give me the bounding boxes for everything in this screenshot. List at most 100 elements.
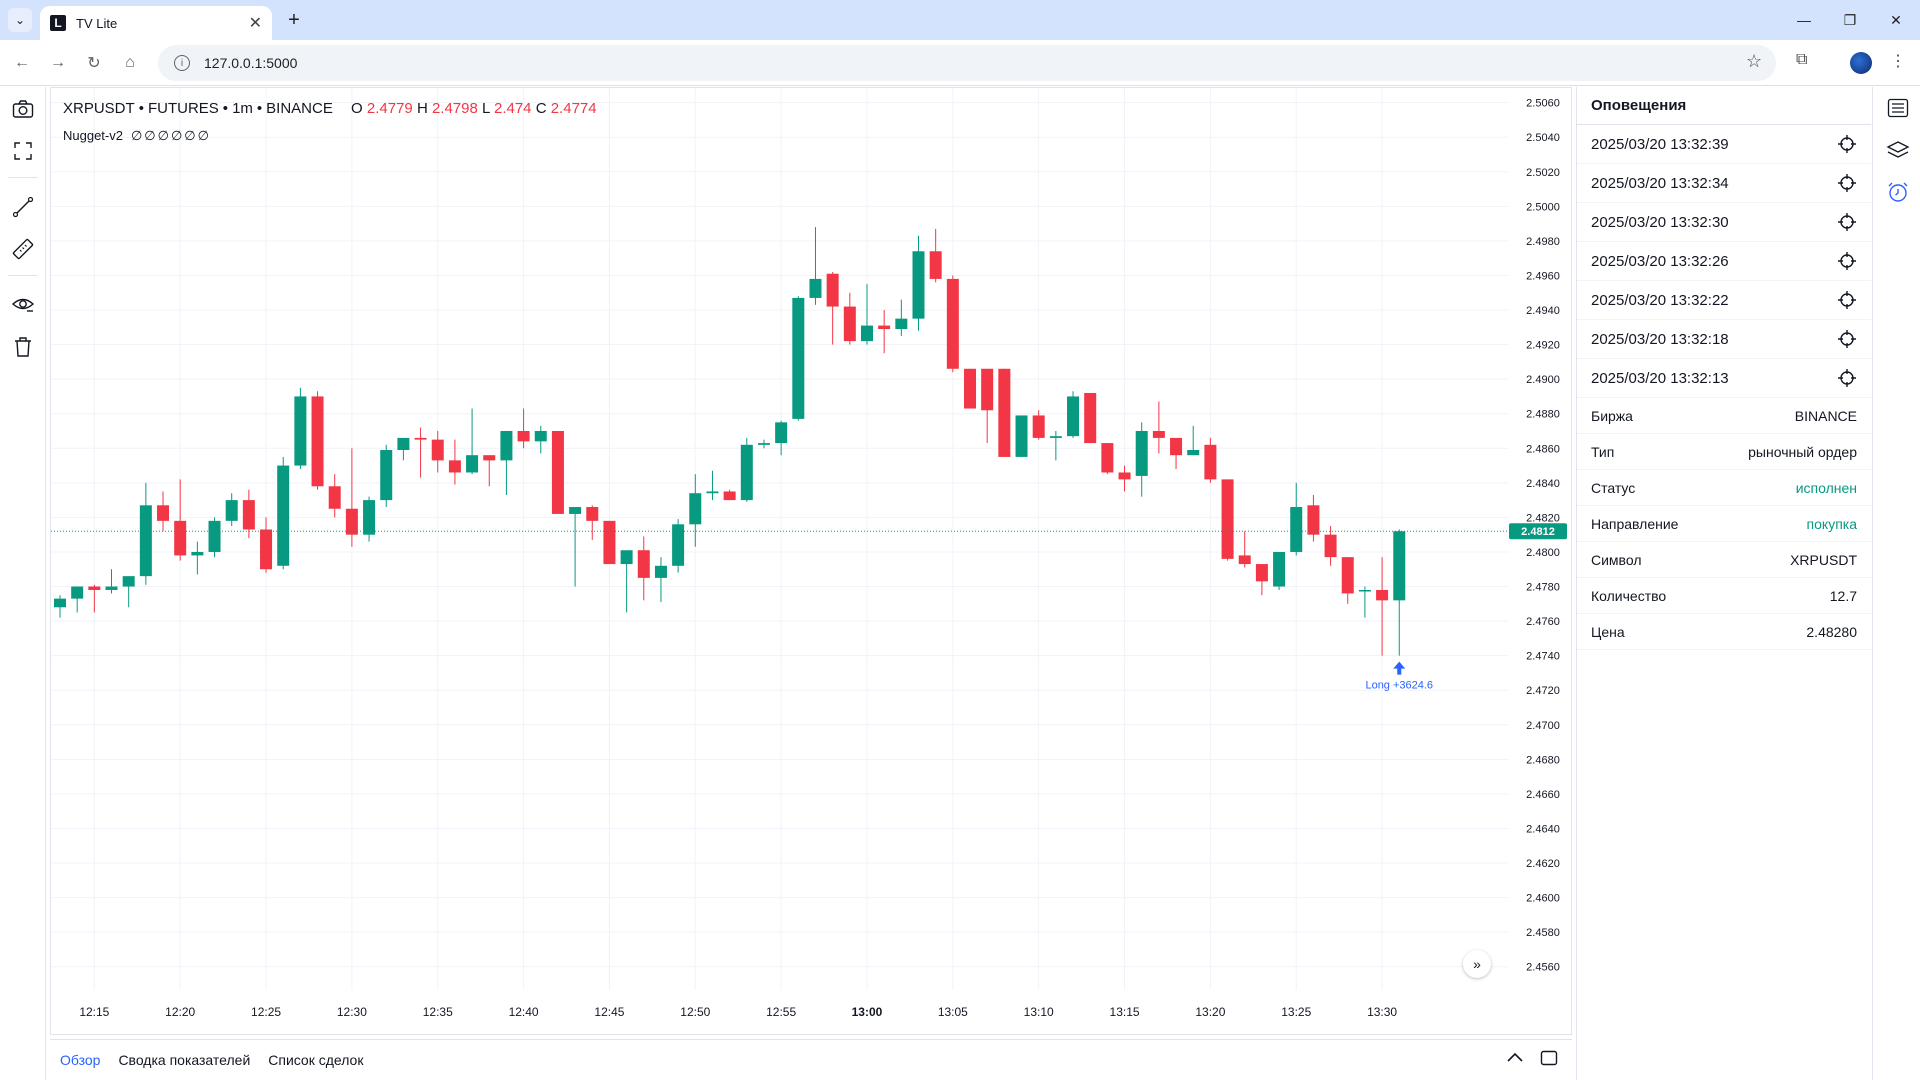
y-tick-label: 2.4640 [1526, 823, 1560, 835]
trash-icon[interactable] [9, 333, 37, 361]
layers-icon[interactable] [1885, 137, 1911, 163]
alarm-clock-icon[interactable] [1885, 179, 1911, 205]
x-tick-label: 12:40 [509, 1005, 539, 1019]
crosshair-target-icon[interactable] [1837, 329, 1857, 349]
candle-body [1376, 589, 1389, 601]
candle-body [586, 507, 599, 521]
bookmark-star-icon[interactable]: ☆ [1746, 51, 1763, 71]
profile-avatar[interactable] [1850, 52, 1872, 74]
crosshair-target-icon[interactable] [1837, 173, 1857, 193]
alert-item[interactable]: 2025/03/20 13:32:22 [1577, 281, 1871, 320]
extensions-icon[interactable]: ⧉ [1796, 51, 1808, 68]
y-tick-label: 2.4780 [1526, 582, 1560, 594]
minimize-icon[interactable]: — [1797, 12, 1811, 28]
candle-body [71, 586, 84, 599]
reload-icon[interactable]: ↻ [87, 55, 101, 72]
close-tab-icon[interactable]: ✕ [248, 15, 262, 32]
candle-body [981, 368, 994, 411]
address-bar[interactable]: i 127.0.0.1:5000 [158, 45, 1776, 81]
crosshair-target-icon[interactable] [1837, 368, 1857, 388]
legend-exchange: BINANCE [266, 100, 333, 117]
crosshair-target-icon[interactable] [1837, 290, 1857, 310]
detail-key: Статус [1591, 479, 1636, 496]
detail-row: Цена 2.48280 [1577, 614, 1871, 650]
indicator-legend[interactable]: Nugget-v2 ∅∅∅∅∅∅ [63, 128, 211, 144]
y-tick-label: 2.4600 [1526, 893, 1560, 905]
crosshair-target-icon[interactable] [1837, 212, 1857, 232]
candle-body [689, 493, 702, 525]
alert-item[interactable]: 2025/03/20 13:32:26 [1577, 242, 1871, 281]
y-tick-label: 2.4700 [1526, 720, 1560, 732]
tab-trades-list[interactable]: Список сделок [268, 1052, 364, 1068]
alert-item[interactable]: 2025/03/20 13:32:34 [1577, 164, 1871, 203]
crosshair-target-icon[interactable] [1837, 251, 1857, 271]
y-tick-label: 2.4980 [1526, 236, 1560, 248]
detail-key: Биржа [1591, 407, 1633, 424]
candle-body [277, 465, 290, 566]
alert-timestamp: 2025/03/20 13:32:22 [1591, 291, 1729, 309]
fullscreen-icon[interactable] [9, 137, 37, 165]
eye-icon[interactable] [9, 291, 37, 319]
candle-body [380, 450, 393, 501]
trade-marker-label: Long +3624.6 [1365, 680, 1433, 692]
watchlist-icon[interactable] [1885, 95, 1911, 121]
crosshair-target-icon[interactable] [1837, 134, 1857, 154]
y-tick-label: 2.4860 [1526, 443, 1560, 455]
tab-overview[interactable]: Обзор [60, 1052, 101, 1068]
candle-body [1187, 450, 1200, 456]
candle-body [1341, 557, 1354, 594]
x-tick-label: 13:25 [1281, 1005, 1311, 1019]
alert-item[interactable]: 2025/03/20 13:32:13 [1577, 359, 1871, 398]
scroll-to-realtime-button[interactable]: » [1463, 950, 1491, 978]
tab-title: TV Lite [76, 15, 118, 31]
browser-tab[interactable]: L TV Lite ✕ [40, 6, 272, 40]
last-price-label: 2.4812 [1521, 526, 1555, 538]
x-tick-label: 12:55 [766, 1005, 796, 1019]
y-tick-label: 2.4620 [1526, 858, 1560, 870]
trend-line-icon[interactable] [9, 193, 37, 221]
maximize-panel-icon[interactable] [1540, 1050, 1558, 1069]
back-icon[interactable]: ← [14, 54, 30, 71]
detail-key: Направление [1591, 515, 1679, 532]
candle-body [1084, 392, 1097, 444]
detail-key: Цена [1591, 623, 1625, 640]
tab-search-icon[interactable]: ⌄ [8, 8, 32, 32]
candle-body [242, 500, 255, 530]
x-tick-label: 12:15 [79, 1005, 109, 1019]
ruler-icon[interactable] [9, 235, 37, 263]
new-tab-button[interactable]: + [288, 8, 300, 31]
close-window-icon[interactable]: ✕ [1890, 11, 1902, 28]
candle-body [157, 505, 170, 521]
tab-performance-summary[interactable]: Сводка показателей [118, 1052, 251, 1068]
browser-menu-icon[interactable]: ⋮ [1890, 53, 1906, 70]
trading-app: 2.5060 2.5040 2.5020 2.5000 2.4980 2.4960 2.49… [0, 87, 1920, 1080]
candle-body [122, 576, 135, 587]
candle-body [1324, 534, 1337, 558]
y-tick-label: 2.5000 [1526, 201, 1560, 213]
alert-item[interactable]: 2025/03/20 13:32:30 [1577, 203, 1871, 242]
y-tick-label: 2.4900 [1526, 374, 1560, 386]
home-icon[interactable]: ⌂ [125, 54, 135, 71]
site-info-icon[interactable]: i [174, 55, 190, 71]
restore-icon[interactable]: ❐ [1843, 11, 1857, 28]
candle-body [1067, 396, 1080, 437]
candle-body [792, 297, 805, 419]
detail-value: BINANCE [1794, 407, 1857, 424]
candlestick-chart[interactable]: 2.5060 2.5040 2.5020 2.5000 2.4980 2.4960 2.49… [51, 88, 1571, 1034]
chevron-up-icon[interactable] [1506, 1050, 1524, 1069]
candle-body [225, 500, 238, 521]
detail-value: 2.48280 [1806, 623, 1857, 640]
candle-body [208, 520, 221, 552]
candle-body [706, 491, 719, 494]
candle-body [637, 550, 650, 578]
candle-body [757, 443, 770, 445]
y-tick-label: 2.4960 [1526, 270, 1560, 282]
alert-item[interactable]: 2025/03/20 13:32:39 [1577, 125, 1871, 164]
alert-item[interactable]: 2025/03/20 13:32:18 [1577, 320, 1871, 359]
camera-icon[interactable] [9, 95, 37, 123]
detail-key: Тип [1591, 443, 1615, 460]
forward-icon[interactable]: → [50, 54, 66, 71]
chart-pane[interactable]: 2.5060 2.5040 2.5020 2.5000 2.4980 2.4960 2.49… [50, 87, 1572, 1035]
candle-body [654, 565, 667, 578]
x-tick-label: 13:30 [1367, 1005, 1397, 1019]
